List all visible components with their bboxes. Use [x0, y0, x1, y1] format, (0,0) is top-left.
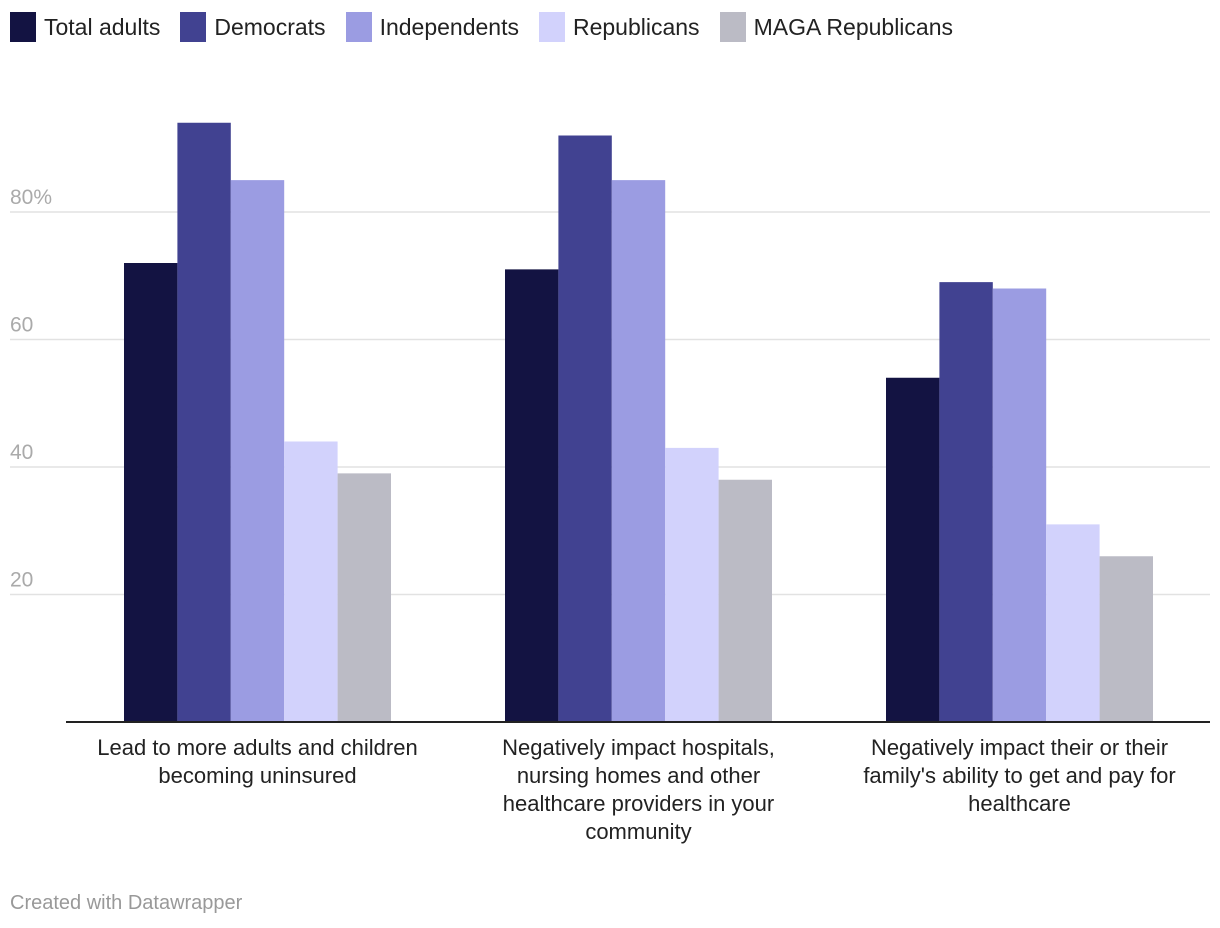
footer-credit: Created with Datawrapper: [10, 892, 243, 914]
y-tick-label: 60: [10, 314, 33, 337]
legend-item: MAGA Republicans: [719, 12, 953, 42]
bar: [665, 447, 719, 722]
legend-swatch: [719, 12, 746, 42]
legend-label: Republicans: [572, 13, 700, 40]
legend-item: Republicans: [538, 12, 700, 42]
legend-item: Total adults: [10, 12, 160, 42]
y-axis-ticks: 20 40 60 80%: [10, 186, 52, 592]
legend-swatch: [538, 12, 565, 42]
bar: [337, 473, 391, 722]
legend-swatch: [10, 12, 36, 42]
legend-label: MAGA Republicans: [753, 13, 953, 40]
bar: [230, 180, 285, 722]
legend-label: Total adults: [44, 13, 161, 40]
legend-swatch: [345, 12, 372, 42]
x-category-label: Negatively impact hospitals, nursing hom…: [502, 735, 775, 844]
bar: [886, 377, 940, 722]
legend-swatch: [180, 12, 207, 42]
bar: [1099, 556, 1153, 722]
x-category-label: Negatively impact their or their family'…: [863, 735, 1176, 816]
bars: [124, 122, 1153, 722]
bar: [505, 269, 559, 722]
bar: [124, 263, 178, 722]
bar: [1046, 524, 1100, 722]
legend-item: Independents: [345, 12, 519, 42]
bar: [177, 122, 231, 722]
legend-label: Independents: [379, 13, 519, 40]
bar: [992, 288, 1047, 722]
y-tick-label: 40: [10, 441, 33, 464]
bar: [939, 282, 993, 722]
bar: [718, 479, 772, 722]
legend-item: Democrats: [180, 12, 326, 42]
y-tick-label: 20: [10, 569, 33, 592]
chart-legend: Total adults Democrats Independents Republi…: [10, 12, 973, 42]
bar: [558, 135, 612, 722]
legend-label: Democrats: [214, 13, 326, 40]
x-category-label: Lead to more adults and children becomin…: [97, 735, 418, 788]
bar: [611, 180, 666, 722]
bar: [284, 441, 338, 722]
y-tick-label: 80%: [10, 186, 52, 209]
